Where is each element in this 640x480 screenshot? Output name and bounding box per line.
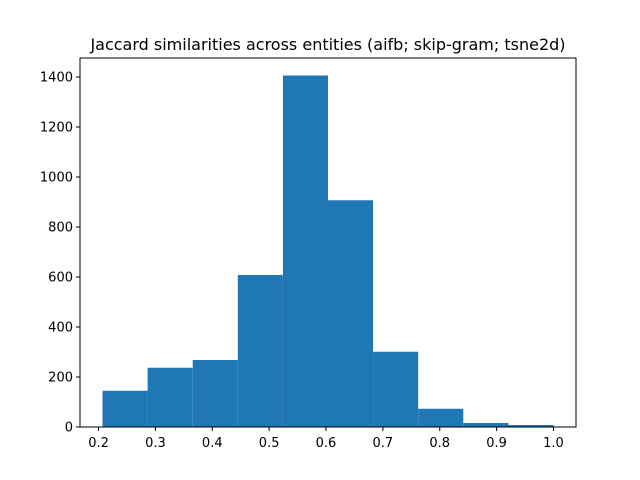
- y-tick-label: 1000: [40, 171, 73, 186]
- histogram-bar-5: [328, 200, 374, 427]
- y-tick-label: 0: [65, 421, 73, 436]
- x-tick-label: 1.0: [543, 436, 564, 451]
- y-tick-label: 800: [48, 221, 73, 236]
- x-tick-label: 0.2: [88, 436, 109, 451]
- y-tick-label: 200: [48, 371, 73, 386]
- x-tick-label: 0.7: [373, 436, 394, 451]
- x-tick-label: 0.9: [486, 436, 507, 451]
- histogram-bar-8: [463, 423, 509, 427]
- histogram-bar-2: [192, 360, 238, 427]
- y-tick-label: 400: [48, 321, 73, 336]
- y-tick-label: 1200: [40, 121, 73, 136]
- x-tick-label: 0.8: [429, 436, 450, 451]
- histogram-bar-3: [237, 275, 283, 427]
- plot-frame: [79, 57, 577, 428]
- x-tick-label: 0.4: [202, 436, 223, 451]
- histogram-bar-6: [373, 351, 419, 427]
- y-axis-ticks: 0 200 400 600 800 1000 1200 1400: [40, 71, 80, 436]
- y-tick-label: 600: [48, 271, 73, 286]
- x-tick-label: 0.3: [145, 436, 166, 451]
- x-tick-label: 0.6: [316, 436, 337, 451]
- x-tick-label: 0.5: [259, 436, 280, 451]
- histogram-bar-0: [102, 390, 148, 427]
- histogram-bar-9: [508, 425, 554, 427]
- x-axis-ticks: 0.2 0.3 0.4 0.5 0.6 0.7 0.8 0.9 1.0: [88, 427, 564, 451]
- histogram-bar-4: [282, 75, 328, 427]
- chart-title: Jaccard similarities across entities (ai…: [89, 35, 565, 54]
- histogram-bar-7: [418, 408, 464, 427]
- histogram-bar-1: [147, 367, 193, 427]
- y-tick-label: 1400: [40, 71, 73, 86]
- bars-group: [102, 75, 554, 427]
